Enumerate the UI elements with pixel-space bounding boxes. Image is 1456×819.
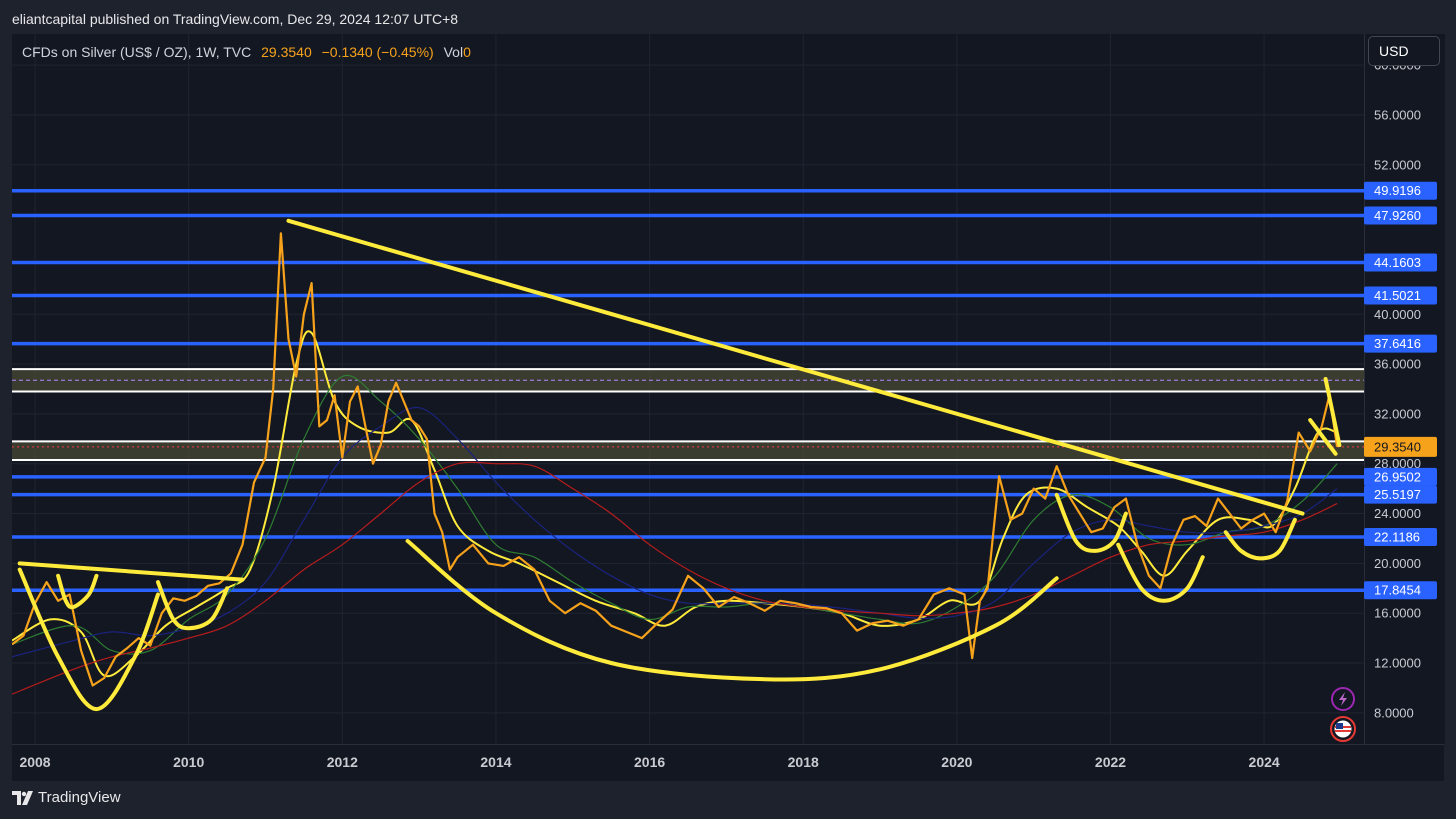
series-ma-mid2 [12, 406, 1338, 658]
y-tick-label: 24.0000 [1374, 506, 1421, 521]
trend-drawings [17, 218, 1342, 712]
x-tick-label: 2010 [173, 754, 204, 770]
level-tag [1364, 286, 1437, 305]
price-scale[interactable] [1364, 34, 1445, 744]
level-tag-label: 37.6416 [1374, 336, 1421, 351]
level-tag-label: 49.9196 [1374, 183, 1421, 198]
cup-arc [56, 573, 99, 610]
x-tick-label: 2020 [941, 754, 972, 770]
level-tag-label: 47.9260 [1374, 208, 1421, 223]
legend-change: −0.1340 (−0.45%) [321, 44, 434, 60]
y-tick-label: 12.0000 [1374, 656, 1421, 671]
y-tick-label: 56.0000 [1374, 107, 1421, 122]
zone-fill [12, 441, 1364, 460]
horizontal-levels [12, 188, 1364, 592]
level-tag-label: 25.5197 [1374, 487, 1421, 502]
publish-header: eliantcapital published on TradingView.c… [12, 11, 459, 27]
y-tick-label: 32.0000 [1374, 406, 1421, 421]
last-price-tag-label: 29.3540 [1374, 439, 1421, 454]
tradingview-logo-icon [12, 790, 33, 805]
x-tick-label: 2008 [19, 754, 50, 770]
level-tag [1364, 181, 1437, 200]
level-tag [1364, 253, 1437, 272]
tradingview-logo[interactable]: TradingView [12, 789, 121, 806]
y-axis-labels: 60.000056.000052.000040.000036.000032.00… [1374, 58, 1421, 721]
x-tick-label: 2016 [634, 754, 665, 770]
x-tick-label: 2014 [480, 754, 511, 770]
cup-arc [156, 580, 230, 631]
series-ma-mid1 [12, 374, 1338, 655]
level-tags: 49.9196 47.9260 44.1603 41.5021 37.6416 26.95… [1364, 181, 1437, 600]
x-axis-labels: 2008 2010 2012 2014 2016 2018 2020 2022 2024 [19, 754, 1279, 770]
legend-vol-label: Vol [443, 44, 464, 60]
level-tag-label: 22.1186 [1374, 529, 1420, 544]
legend-symbol: CFDs on Silver (US$ / OZ), 1W, TVC [22, 44, 252, 60]
y-tick-label: 16.0000 [1374, 606, 1421, 621]
level-tag-label: 41.5021 [1374, 288, 1421, 303]
currency-button[interactable]: USD [1368, 36, 1440, 66]
trend-line [1308, 418, 1338, 456]
us-flag-icon[interactable] [1330, 716, 1356, 742]
level-tag [1364, 334, 1437, 353]
level-tag [1364, 581, 1437, 600]
y-tick-label: 52.0000 [1374, 157, 1421, 172]
level-tag-label: 26.9502 [1374, 469, 1421, 484]
y-tick-label: 8.0000 [1374, 705, 1414, 720]
y-tick-label: 20.0000 [1374, 556, 1421, 571]
level-tag [1364, 527, 1437, 546]
cup-arc [1116, 542, 1205, 603]
cup-arc [17, 567, 160, 712]
series-ma-fast [12, 330, 1338, 678]
legend-vol-value: 0 [463, 44, 471, 60]
cup-arc [405, 539, 1059, 682]
trend-line [286, 218, 1305, 516]
x-tick-label: 2012 [327, 754, 358, 770]
y-tick-label: 40.0000 [1374, 307, 1421, 322]
x-tick-label: 2018 [788, 754, 819, 770]
x-tick-label: 2022 [1095, 754, 1126, 770]
x-tick-label: 2024 [1249, 754, 1280, 770]
level-tag [1364, 206, 1437, 225]
last-price-tag [1364, 436, 1437, 457]
level-tag-label: 17.8454 [1374, 583, 1421, 598]
level-tag [1364, 467, 1437, 486]
series-price [12, 232, 1339, 687]
level-tag [1364, 485, 1437, 504]
y-tick-label: 28.0000 [1374, 456, 1421, 471]
level-tag-label: 44.1603 [1374, 255, 1421, 270]
y-tick-label: 36.0000 [1374, 357, 1421, 372]
tradingview-brand: TradingView [38, 789, 121, 806]
legend-price: 29.3540 [261, 44, 312, 60]
price-zones [12, 368, 1364, 461]
chart-legend: CFDs on Silver (US$ / OZ), 1W, TVC 29.35… [22, 44, 477, 60]
cup-arc [1054, 492, 1128, 553]
price-series [12, 232, 1339, 687]
lightning-icon[interactable] [1331, 687, 1355, 711]
trend-line [1323, 377, 1342, 448]
trend-line [17, 561, 245, 582]
cup-arc [1223, 517, 1297, 561]
time-scale[interactable] [12, 744, 1444, 781]
